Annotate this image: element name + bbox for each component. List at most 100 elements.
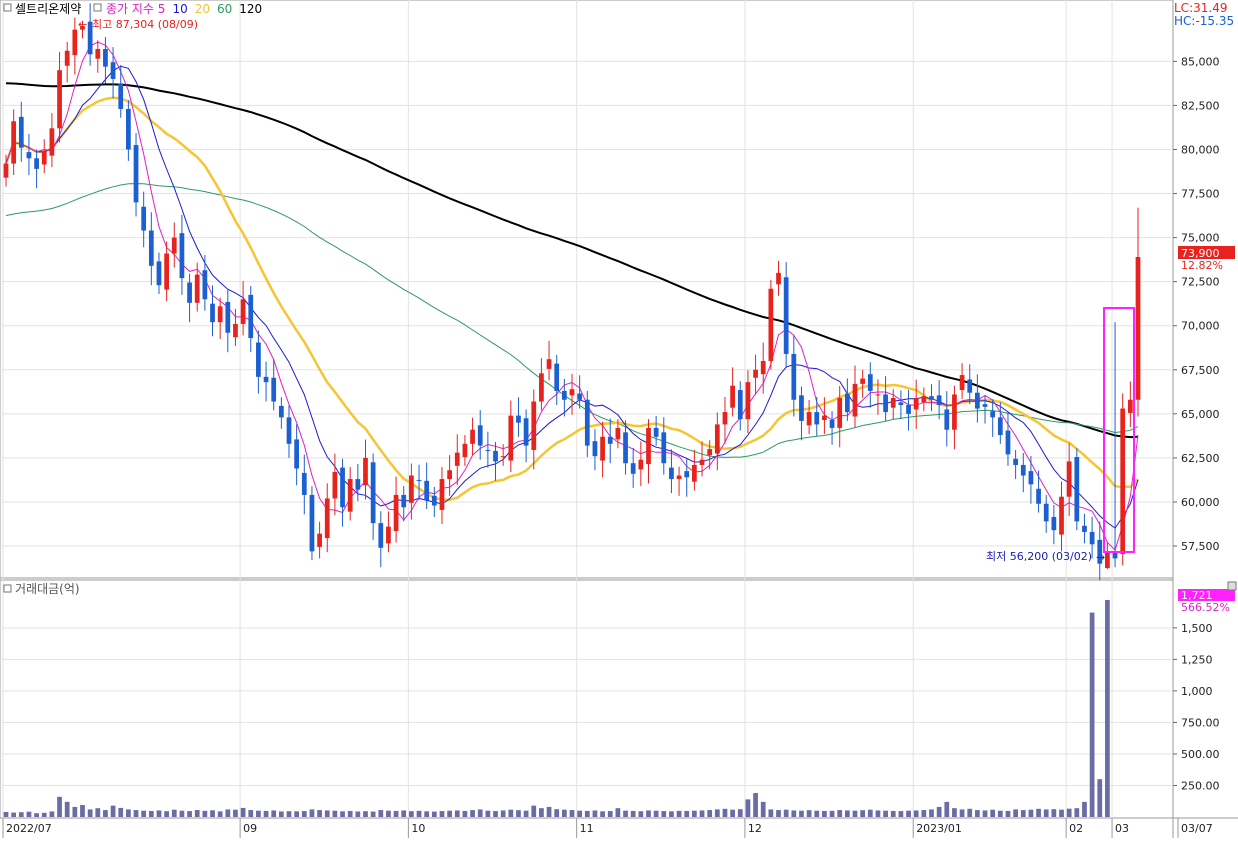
candle-body: [860, 378, 866, 384]
volume-bar: [1089, 612, 1095, 817]
candle-body: [1028, 471, 1034, 485]
volume-bar: [607, 811, 613, 817]
candle-body: [233, 323, 238, 338]
candle-body: [508, 415, 514, 461]
candle-body: [837, 397, 843, 428]
volume-bar: [1105, 599, 1110, 817]
candle-body: [179, 233, 185, 279]
volume-bar: [34, 813, 39, 817]
candle-body: [64, 50, 70, 66]
hc-label: HC:-15.35: [1174, 14, 1234, 28]
candle-body: [592, 441, 598, 457]
volume-toggle-icon[interactable]: [3, 584, 12, 593]
candle-body: [141, 206, 147, 231]
candle-body: [462, 443, 468, 458]
volume-bar: [148, 810, 154, 817]
candle-body: [661, 432, 667, 464]
volume-bar: [539, 808, 544, 817]
legend-item: 10: [172, 2, 187, 16]
volume-bar: [386, 810, 391, 817]
volume-bar: [768, 809, 774, 817]
close-panel-icon[interactable]: [1227, 581, 1237, 591]
candle-body: [493, 450, 498, 462]
volume-bar: [431, 811, 437, 817]
volume-bar: [829, 810, 835, 817]
indicator-toggle-icon[interactable]: [93, 3, 102, 12]
candle-body: [867, 374, 873, 391]
candle-body: [768, 288, 774, 361]
volume-bar: [41, 812, 47, 817]
volume-bar: [187, 811, 192, 817]
candle-body: [240, 299, 246, 324]
volume-bar: [875, 810, 881, 817]
volume-bar: [898, 811, 904, 817]
volume-bars: [3, 599, 1110, 817]
candle-body: [669, 467, 674, 480]
candle-body: [477, 425, 483, 446]
volume-bar: [737, 809, 743, 817]
panel-toggle-icon[interactable]: [3, 3, 12, 12]
volume-bar: [500, 810, 506, 817]
volume-bar: [592, 810, 598, 817]
candle-body: [829, 420, 835, 428]
candle-body: [332, 472, 338, 499]
volume-tick-label: 1,000: [1181, 685, 1213, 698]
volume-bar: [615, 808, 621, 817]
volume-bar: [485, 810, 491, 817]
volume-bar: [278, 811, 284, 817]
low-arrow-icon: →: [1096, 551, 1105, 564]
candle-body: [447, 470, 452, 480]
price-tick-label: 82,500: [1181, 99, 1220, 112]
volume-bar: [217, 811, 223, 817]
candle-body: [714, 424, 720, 454]
candle-body: [1082, 525, 1087, 532]
candle-body: [324, 498, 330, 539]
volume-bar: [791, 810, 797, 817]
volume-bar: [799, 810, 804, 817]
price-tick-label: 75,000: [1181, 232, 1220, 245]
candle-body: [34, 158, 39, 169]
volume-bar: [393, 810, 399, 817]
candle-body: [1020, 464, 1026, 476]
volume-bar: [363, 811, 368, 817]
volume-bar: [531, 805, 537, 817]
candle-body: [814, 412, 820, 425]
price-tick-label: 77,500: [1181, 188, 1220, 201]
lc-label: LC:31.49: [1174, 1, 1227, 15]
volume-bar: [240, 807, 246, 817]
price-tick-label: 85,000: [1181, 55, 1220, 68]
volume-bar: [1082, 801, 1087, 817]
candle-body: [646, 427, 651, 465]
volume-bar: [309, 809, 315, 817]
candle-body: [470, 429, 475, 444]
volume-bar: [669, 811, 674, 817]
candle-body: [1097, 539, 1103, 564]
x-tick-label: 12: [748, 822, 762, 835]
volume-bar: [447, 810, 452, 817]
candle-body: [126, 108, 131, 150]
candle-body: [80, 26, 85, 30]
volume-bar: [1074, 808, 1080, 817]
candle-body: [737, 390, 743, 420]
candle-body: [607, 436, 613, 444]
volume-bar: [347, 810, 353, 817]
candle-body: [623, 432, 628, 464]
volume-bar: [814, 810, 820, 817]
candle-body: [707, 449, 713, 456]
candle-body: [210, 303, 215, 323]
volume-bar: [470, 810, 475, 817]
candle-body: [822, 415, 827, 421]
price-tick-label: 62,500: [1181, 452, 1220, 465]
candle-body: [799, 395, 804, 421]
price-tick-label: 72,500: [1181, 276, 1220, 289]
candle-body: [959, 375, 965, 391]
candle-body: [370, 462, 376, 524]
candle-body: [1051, 516, 1057, 531]
volume-bar: [638, 811, 644, 817]
volume-bar: [110, 805, 116, 817]
candle-body: [783, 277, 789, 354]
volume-title: 거래대금(억): [15, 582, 80, 596]
candle-body: [95, 49, 101, 59]
candle-body: [936, 395, 942, 406]
